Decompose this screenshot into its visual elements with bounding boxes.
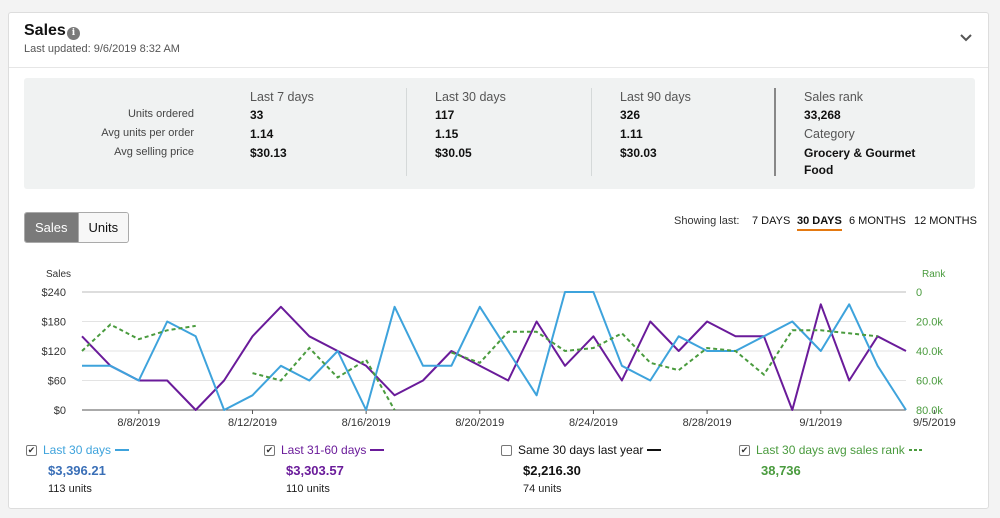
period-value: 1.15 — [435, 127, 459, 141]
legend-value: $3,396.21 — [48, 463, 106, 478]
legend-label[interactable]: Last 30 days — [43, 443, 112, 457]
series-last-31-60-line — [81, 303, 907, 411]
rank-tick-label: 60.0k — [916, 376, 943, 388]
info-icon[interactable]: i — [67, 27, 80, 40]
series-avg-rank-line — [252, 346, 396, 411]
x-tick-label: 8/20/2019 — [455, 417, 504, 429]
y-tick-label: $60 — [48, 376, 66, 388]
legend-units: 113 units — [48, 483, 92, 495]
legend-checkbox[interactable]: ✔ — [264, 444, 275, 456]
period-value: 1.11 — [620, 127, 643, 141]
x-tick-label: 8/8/2019 — [117, 417, 160, 429]
x-tick-label: 8/28/2019 — [683, 417, 732, 429]
x-tick-label: 8/24/2019 — [569, 417, 618, 429]
units-toggle-button[interactable]: Units — [77, 213, 129, 242]
sales-units-toggle: Sales Units — [24, 212, 130, 243]
rank-tick-label: 20.0k — [916, 317, 943, 329]
sales-rank-block: Sales rank 33,268 Category Grocery & Gou… — [804, 90, 964, 179]
dashed-line-icon — [908, 449, 923, 451]
divider — [774, 88, 776, 176]
metric-row-labels: Units ordered Avg units per order Avg se… — [24, 108, 194, 165]
period-title: Last 90 days — [620, 90, 691, 104]
sales-chart: $0 $60 $120 $180 $240 0 20.0k 40.0k 60.0k 80.0k Sa… — [42, 269, 956, 429]
period-last-30: Last 30 days 117 1.15 $30.05 — [435, 90, 506, 165]
x-tick-label: 8/12/2019 — [228, 417, 277, 429]
divider — [406, 88, 407, 176]
legend-last-31-60: ✔ Last 31-60 days $3,303.57 110 units — [264, 443, 385, 495]
period-value: 117 — [435, 108, 455, 122]
chevron-down-icon[interactable] — [959, 33, 973, 43]
legend-last-30: ✔ Last 30 days $3,396.21 113 units — [26, 443, 130, 495]
category-label: Category — [804, 127, 855, 141]
rank-tick-label: 40.0k — [916, 346, 943, 358]
period-value: $30.05 — [435, 146, 472, 160]
avg-units-label: Avg units per order — [101, 127, 194, 139]
metrics-panel: Units ordered Avg units per order Avg se… — [24, 78, 975, 189]
x-tick-label: 9/5/2019 — [913, 417, 956, 429]
legend-checkbox[interactable]: ✔ — [739, 444, 750, 456]
y-axis-label: Sales — [46, 269, 71, 280]
period-title: Last 7 days — [250, 90, 314, 104]
legend-value: 38,736 — [761, 463, 801, 478]
range-30-days[interactable]: 30 DAYS — [797, 215, 842, 231]
period-value: $30.13 — [250, 146, 287, 160]
period-value: $30.03 — [620, 146, 657, 160]
x-tick-label: 9/1/2019 — [799, 417, 842, 429]
avg-price-label: Avg selling price — [114, 146, 194, 158]
period-value: 33 — [250, 108, 264, 122]
legend-value: $3,303.57 — [286, 463, 344, 478]
period-value: 1.14 — [250, 127, 274, 141]
divider — [591, 88, 592, 176]
range-7-days[interactable]: 7 DAYS — [752, 215, 791, 227]
series-avg-rank-line — [451, 329, 878, 377]
category-value: Grocery & Gourmet Food — [804, 146, 916, 177]
series-avg-rank-line — [81, 323, 196, 352]
legend-avg-rank: ✔ Last 30 days avg sales rank 38,736 — [739, 443, 923, 478]
y-tick-label: $0 — [54, 405, 66, 417]
card-title: Sales — [24, 22, 66, 39]
legend-value: $2,216.30 — [523, 463, 581, 478]
legend-checkbox[interactable]: ✔ — [26, 444, 37, 456]
period-value: 326 — [620, 108, 641, 122]
sales-toggle-button[interactable]: Sales — [25, 213, 78, 242]
legend-units: 74 units — [523, 483, 562, 495]
y-tick-label: $120 — [42, 346, 66, 358]
period-last-90: Last 90 days 326 1.11 $30.03 — [620, 90, 691, 165]
last-updated-text: Last updated: 9/6/2019 8:32 AM — [24, 43, 180, 55]
sales-rank-label: Sales rank — [804, 90, 864, 104]
rank-tick-label: 80.0k — [916, 405, 943, 417]
sales-rank-value: 33,268 — [804, 108, 841, 122]
period-title: Last 30 days — [435, 90, 506, 104]
card-header: Sales i Last updated: 9/6/2019 8:32 AM — [9, 13, 988, 68]
range-12-months[interactable]: 12 MONTHS — [914, 215, 977, 227]
range-6-months[interactable]: 6 MONTHS — [849, 215, 906, 227]
solid-line-icon — [647, 449, 662, 451]
rank-tick-label: 0 — [916, 287, 922, 299]
x-tick-label: 8/16/2019 — [342, 417, 391, 429]
solid-line-icon — [370, 449, 385, 451]
legend-last-year: Same 30 days last year $2,216.30 74 unit… — [501, 443, 662, 495]
legend-units: 110 units — [286, 483, 330, 495]
series-last-30-line — [82, 291, 907, 411]
showing-last-label: Showing last: — [674, 215, 740, 227]
y-tick-label: $180 — [42, 317, 66, 329]
legend-label[interactable]: Last 31-60 days — [281, 443, 367, 457]
sales-card: Sales i Last updated: 9/6/2019 8:32 AM U… — [8, 12, 989, 509]
solid-line-icon — [115, 449, 130, 451]
units-ordered-label: Units ordered — [127, 108, 194, 120]
legend-label[interactable]: Last 30 days avg sales rank — [756, 443, 905, 457]
period-last-7: Last 7 days 33 1.14 $30.13 — [250, 90, 314, 165]
legend-label[interactable]: Same 30 days last year — [518, 443, 644, 457]
rank-axis-label: Rank — [922, 269, 946, 280]
legend-checkbox[interactable] — [501, 444, 512, 456]
y-tick-label: $240 — [42, 287, 66, 299]
